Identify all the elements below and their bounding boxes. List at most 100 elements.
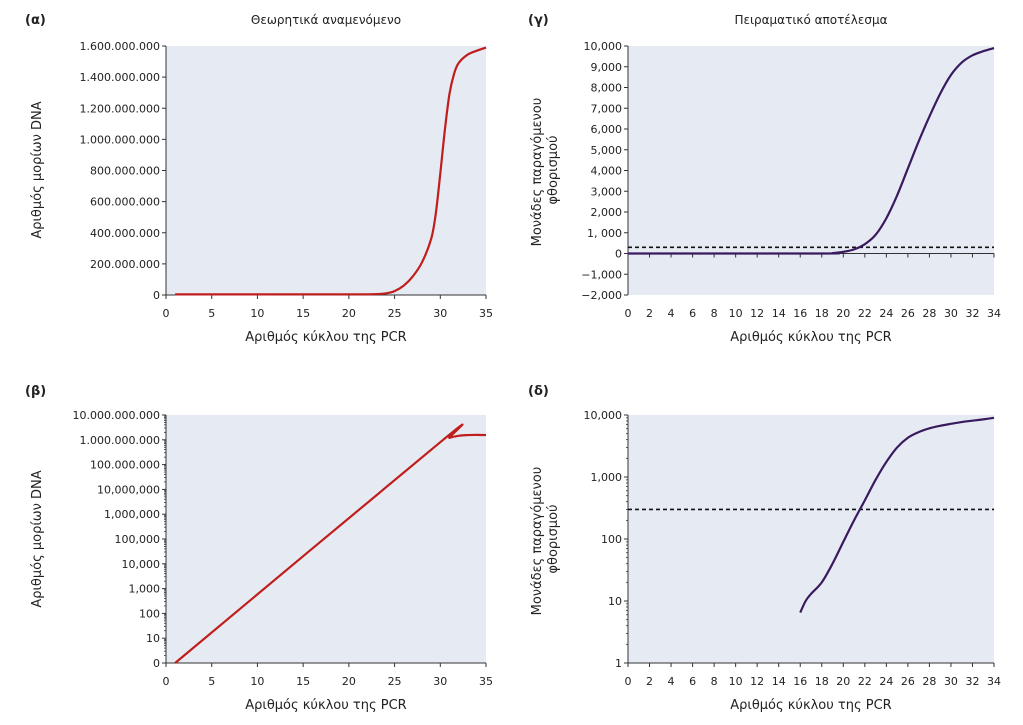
x-tick-label: 16 xyxy=(793,307,807,320)
x-tick-label: 4 xyxy=(668,307,675,320)
series-line-experiment xyxy=(627,47,995,255)
y-tick-label: 100 xyxy=(601,533,622,546)
y-axis-title-line-2: φθορισμού xyxy=(546,135,561,204)
x-ticks: 0 5 10 15 20 25 30 35 xyxy=(163,295,493,320)
x-tick-label: 15 xyxy=(296,307,310,320)
x-axis-title: Αριθμός κύκλου της PCR xyxy=(730,330,891,345)
y-tick-label: −2,000 xyxy=(581,289,622,302)
x-tick-label: 5 xyxy=(208,307,215,320)
x-tick-label: 6 xyxy=(689,675,696,688)
y-tick-label: 4,000 xyxy=(591,165,623,178)
y-axis-title: Μονάδες παραγόμενου φθορισμού xyxy=(530,463,561,616)
x-tick-label: 0 xyxy=(625,675,632,688)
x-tick-label: 20 xyxy=(342,307,356,320)
x-tick-label: 25 xyxy=(388,675,402,688)
y-ticks: 1 10 100 1,000 10,000 xyxy=(584,409,628,670)
y-tick-label: 10 xyxy=(146,632,160,645)
x-tick-label: 28 xyxy=(922,307,936,320)
y-tick-label: 9,000 xyxy=(591,61,623,74)
y-tick-label: 100.000.000 xyxy=(90,459,160,472)
y-tick-label: 1,000,000 xyxy=(104,508,160,521)
x-tick-label: 10 xyxy=(729,307,743,320)
x-tick-label: 32 xyxy=(965,675,979,688)
y-tick-label: 1.600.000.000 xyxy=(80,40,160,53)
x-tick-label: 14 xyxy=(772,307,786,320)
y-ticks: −2,000 −1,000 0 1, 000 2,000 3,000 4,000 5,000 6… xyxy=(581,40,628,302)
x-tick-label: 26 xyxy=(901,675,915,688)
y-tick-label: −1,000 xyxy=(581,268,622,281)
panel-tag: (δ) xyxy=(528,384,549,399)
y-tick-label: 0 xyxy=(615,248,622,261)
series-marks xyxy=(175,46,487,296)
series-line-experiment xyxy=(799,416,995,614)
y-tick-label: 100,000 xyxy=(115,533,161,546)
y-tick-label: 1, 000 xyxy=(587,227,622,240)
x-tick-label: 26 xyxy=(901,307,915,320)
x-tick-label: 20 xyxy=(836,675,850,688)
x-ticks: 0 5 10 15 20 25 30 35 xyxy=(163,663,493,688)
x-tick-label: 8 xyxy=(711,675,718,688)
x-tick-label: 10 xyxy=(250,675,264,688)
x-tick-label: 35 xyxy=(479,675,493,688)
x-tick-label: 0 xyxy=(163,675,170,688)
x-tick-label: 30 xyxy=(944,675,958,688)
panel-tag: (γ) xyxy=(528,13,549,28)
panel-tag: (α) xyxy=(25,13,46,28)
x-tick-label: 6 xyxy=(689,307,696,320)
y-tick-label: 10,000 xyxy=(584,40,623,53)
x-tick-label: 30 xyxy=(433,307,447,320)
x-tick-label: 2 xyxy=(646,675,653,688)
plot-area xyxy=(166,415,486,663)
x-tick-label: 35 xyxy=(479,307,493,320)
x-tick-label: 10 xyxy=(729,675,743,688)
x-tick-label: 5 xyxy=(208,675,215,688)
y-tick-label: 3,000 xyxy=(591,185,623,198)
y-tick-label: 1.000.000.000 xyxy=(80,434,160,447)
y-tick-label: 1.000.000.000 xyxy=(80,133,160,146)
x-tick-label: 12 xyxy=(750,675,764,688)
x-tick-label: 32 xyxy=(965,307,979,320)
x-tick-label: 18 xyxy=(815,307,829,320)
x-tick-label: 28 xyxy=(922,675,936,688)
series-line-theory xyxy=(174,423,487,664)
y-tick-label: 8,000 xyxy=(591,82,623,95)
x-tick-label: 24 xyxy=(879,307,893,320)
x-tick-label: 14 xyxy=(772,675,786,688)
x-tick-label: 34 xyxy=(987,675,1001,688)
x-tick-label: 16 xyxy=(793,675,807,688)
panel-beta: (β) 0101001,00010,000100,0001,000,00010,… xyxy=(25,384,493,713)
y-tick-label: 1 xyxy=(615,657,622,670)
series-marks xyxy=(627,47,995,255)
y-axis-title-line-1: Μονάδες παραγόμενου xyxy=(530,98,545,247)
chart-title: Θεωρητικά αναμενόμενο xyxy=(251,13,401,27)
x-tick-label: 20 xyxy=(342,675,356,688)
plot-area xyxy=(628,415,994,663)
y-tick-label: 1.200.000.000 xyxy=(80,102,160,115)
x-tick-label: 15 xyxy=(296,675,310,688)
x-tick-label: 24 xyxy=(879,675,893,688)
y-tick-label: 0 xyxy=(153,289,160,302)
y-axis-title: Μονάδες παραγόμενου φθορισμού xyxy=(530,94,561,247)
y-tick-label: 200.000.000 xyxy=(90,258,160,271)
x-tick-label: 30 xyxy=(433,675,447,688)
x-ticks: 0 2 4 6 8 10 12 14 16 18 20 22 24 26 28 30 32 34 xyxy=(625,663,1001,688)
x-axis-title: Αριθμός κύκλου της PCR xyxy=(730,698,891,713)
y-tick-label: 10 xyxy=(608,595,622,608)
y-tick-label: 1,000 xyxy=(591,471,623,484)
x-tick-label: 8 xyxy=(711,307,718,320)
y-ticks: 0 10 100 1,000 10,000 100,000 1,000,000 10,000,… xyxy=(73,409,166,670)
y-tick-label: 800.000.000 xyxy=(90,165,160,178)
x-tick-label: 0 xyxy=(163,307,170,320)
panel-gamma: (γ) Πειραματικό αποτέλεσμα −2,000 −1,000 0… xyxy=(528,13,1001,345)
plot-area xyxy=(628,46,994,295)
y-ticks: 0 200.000.000 400.000.000 600.000.000 800.00… xyxy=(80,40,166,302)
x-tick-label: 34 xyxy=(987,307,1001,320)
x-tick-label: 20 xyxy=(836,307,850,320)
y-tick-label: 400.000.000 xyxy=(90,227,160,240)
x-tick-label: 25 xyxy=(388,307,402,320)
x-axis-title: Αριθμός κύκλου της PCR xyxy=(245,330,406,345)
panel-alpha: (α) Θεωρητικά αναμενόμενο 0 200.000.000 40… xyxy=(25,13,493,345)
y-tick-label: 10,000,000 xyxy=(97,483,160,496)
series-line-theory xyxy=(175,46,487,296)
